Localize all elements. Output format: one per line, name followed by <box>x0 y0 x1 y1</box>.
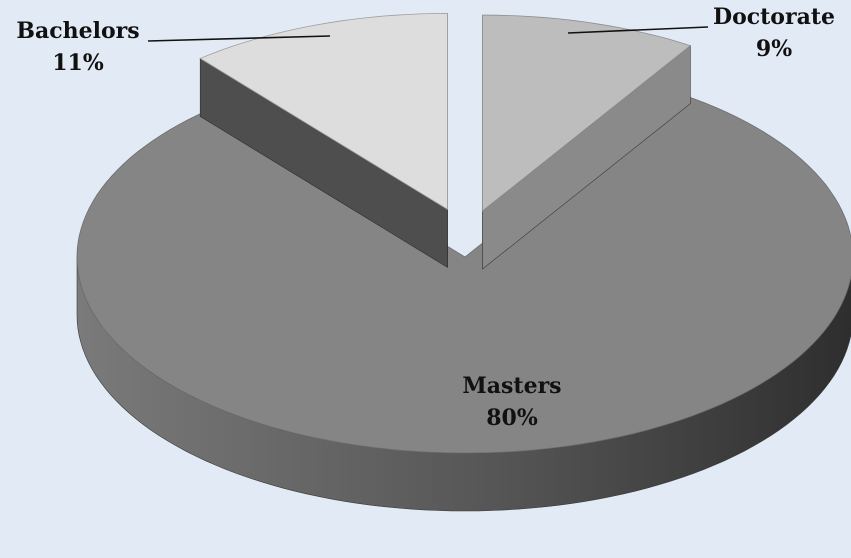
slice-masters <box>76 91 851 454</box>
doctorate-leader-line <box>567 26 709 34</box>
slice-bachelors <box>199 12 448 211</box>
bachelors-value-label: 11% <box>52 50 104 76</box>
doctorate-name-label: Doctorate <box>713 4 835 30</box>
slice-doctorate <box>482 14 692 212</box>
bachelors-leader-line <box>147 35 331 42</box>
doctorate-value-label: 9% <box>756 36 792 62</box>
masters-name-label: Masters <box>462 373 561 399</box>
masters-value-label: 80% <box>486 405 538 431</box>
bachelors-name-label: Bachelors <box>16 18 139 44</box>
